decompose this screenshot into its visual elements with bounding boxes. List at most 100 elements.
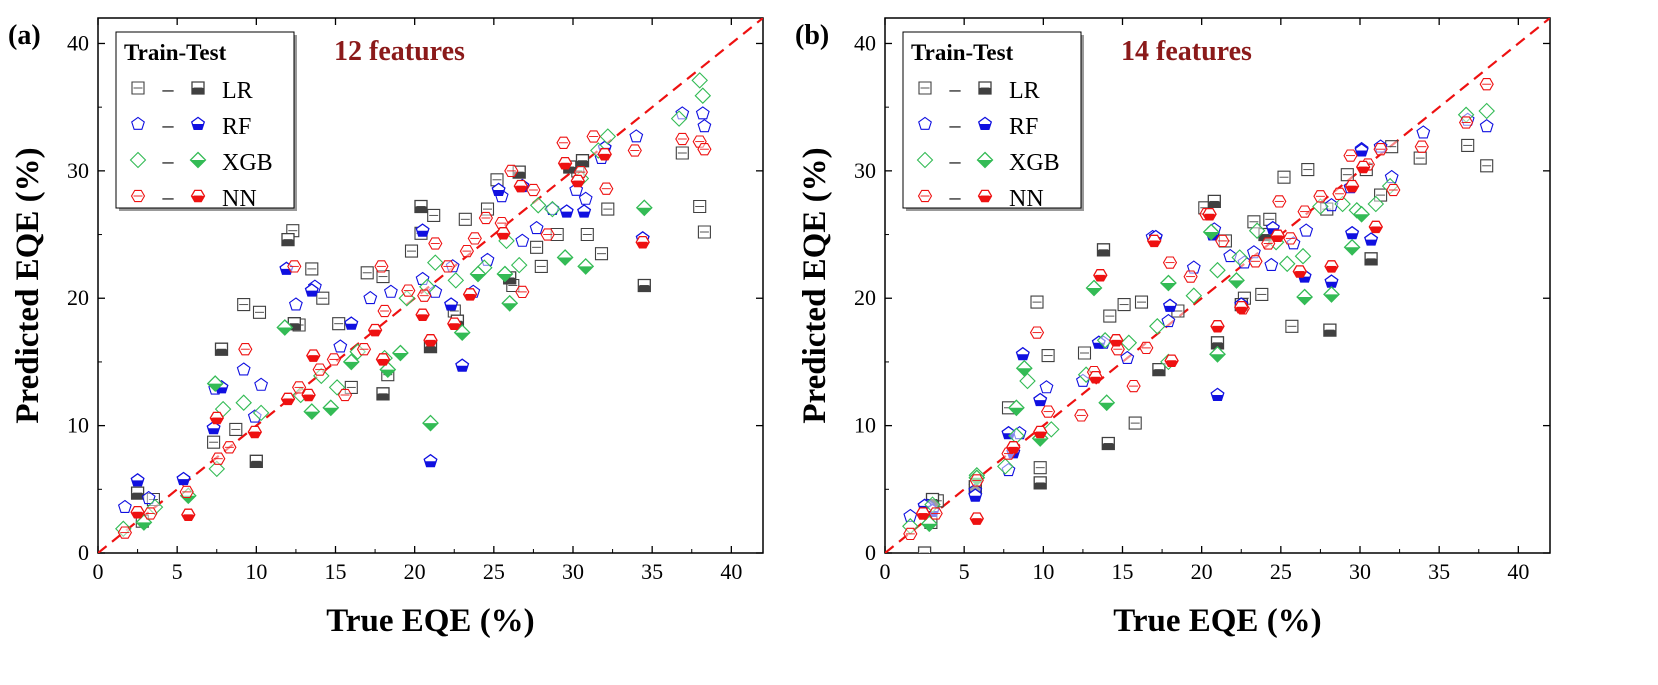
legend-marker-train <box>130 189 146 203</box>
marker-outline <box>968 488 983 502</box>
train-point-nn <box>586 130 601 143</box>
train-point-rf <box>1264 257 1279 271</box>
test-point-xgb <box>1353 205 1371 223</box>
test-point-lr <box>414 199 428 214</box>
marker-fill <box>191 196 205 202</box>
test-point-nn <box>1368 220 1384 234</box>
marker-outline <box>301 388 316 402</box>
marker-fill <box>447 323 461 330</box>
marker-outline <box>597 148 612 161</box>
marker-outline <box>1343 238 1361 256</box>
train-point-nn <box>1215 234 1230 248</box>
marker-outline <box>1299 223 1314 237</box>
train-point-nn <box>337 388 353 402</box>
test-point-xgb <box>342 353 360 371</box>
train-point-lr <box>1033 461 1047 475</box>
marker-fill <box>1086 288 1102 296</box>
x-tick-label: 20 <box>1191 559 1213 584</box>
test-point-nn <box>1292 265 1308 278</box>
marker-fill <box>131 512 145 518</box>
marker-outline <box>1101 436 1115 451</box>
marker-fill <box>1211 342 1224 349</box>
train-point-xgb <box>1209 261 1226 279</box>
train-point-lr <box>1340 168 1354 182</box>
marker-outline <box>515 233 530 247</box>
y-tick-label: 40 <box>67 30 89 55</box>
marker-fill <box>343 361 359 370</box>
train-point-rf <box>529 220 544 235</box>
marker-outline <box>697 119 712 133</box>
legend-marker-train <box>918 81 932 95</box>
train-point-lr <box>1277 170 1291 184</box>
test-point-xgb <box>303 403 321 421</box>
train-point-nn <box>540 228 555 241</box>
marker-outline <box>1209 261 1226 279</box>
train-point-nn <box>117 526 133 539</box>
marker-fill <box>131 480 144 486</box>
test-point-rf <box>1210 387 1225 401</box>
marker-fill <box>1008 407 1024 416</box>
test-point-rf <box>130 472 145 487</box>
marker-fill <box>1298 276 1311 282</box>
legend-marker-test <box>978 81 992 95</box>
train-point-nn <box>1414 140 1429 153</box>
marker-outline <box>423 453 438 468</box>
test-point-nn <box>557 156 573 170</box>
train-point-xgb <box>510 256 528 274</box>
marker-fill <box>970 518 984 525</box>
train-point-rf <box>383 284 398 298</box>
series-xgb <box>902 102 1495 535</box>
test-point-nn <box>423 334 438 347</box>
chart-panel-a: 0 5 10 15 20 25 30 35 40 0 10 20 30 40 True EQE (%) Pre… <box>8 17 764 639</box>
train-point-rf <box>578 191 593 205</box>
data-points <box>902 78 1495 553</box>
marker-fill <box>1034 400 1046 406</box>
train-point-nn <box>1313 190 1328 203</box>
marker-fill <box>131 493 144 500</box>
marker-fill <box>215 349 228 356</box>
train-point-xgb <box>529 197 547 214</box>
legend-marker-test <box>190 116 206 130</box>
marker-outline <box>691 72 708 89</box>
test-point-xgb <box>276 319 294 336</box>
train-point-nn <box>903 527 918 541</box>
marker-outline <box>209 411 225 425</box>
marker-outline <box>379 361 397 379</box>
test-point-nn <box>306 349 321 362</box>
legend-title: Train-Test <box>911 40 1014 65</box>
train-point-rf <box>236 362 251 376</box>
x-axis-label: True EQE (%) <box>326 603 534 639</box>
y-tick-label: 10 <box>854 413 876 438</box>
test-point-nn <box>635 235 650 249</box>
marker-outline <box>976 151 994 169</box>
test-point-nn <box>462 288 478 301</box>
test-point-lr <box>1323 323 1337 337</box>
marker-fill <box>571 181 585 187</box>
train-point-rf <box>254 377 269 391</box>
train-point-xgb <box>1367 195 1385 213</box>
marker-fill <box>424 346 437 353</box>
marker-outline <box>391 344 409 362</box>
marker-fill <box>1165 360 1179 367</box>
marker-outline <box>496 265 514 283</box>
train-point-nn <box>1297 205 1312 218</box>
marker-outline <box>1032 425 1048 439</box>
x-tick-label: 40 <box>720 559 742 584</box>
marker-outline <box>462 288 478 301</box>
marker-fill <box>1356 167 1370 173</box>
train-point-nn <box>599 182 614 195</box>
train-point-lr <box>1461 138 1475 152</box>
legend-separator: – <box>949 76 962 101</box>
train-point-nn <box>287 260 302 273</box>
train-point-nn <box>1458 116 1474 129</box>
test-point-xgb <box>1085 279 1103 297</box>
legend-separator: – <box>949 184 962 209</box>
marker-outline <box>1368 220 1384 234</box>
y-axis-label: Predicted EQE (%) <box>10 147 46 423</box>
marker-bg <box>918 547 931 553</box>
test-point-nn <box>513 179 529 193</box>
test-point-lr <box>917 546 932 553</box>
test-point-nn <box>181 508 196 522</box>
train-point-xgb <box>1294 247 1312 265</box>
test-point-lr <box>1152 362 1166 377</box>
